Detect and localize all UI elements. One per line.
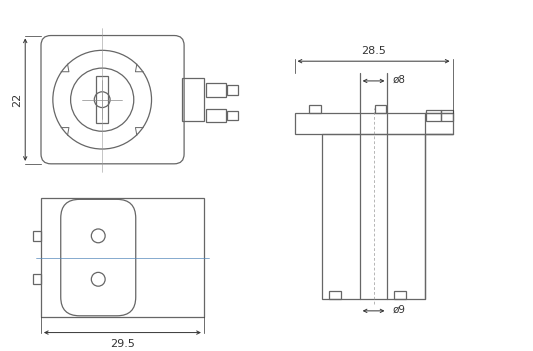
Bar: [322, 134, 425, 299]
Bar: [182, 78, 204, 121]
Bar: [33, 274, 41, 284]
Bar: [227, 85, 238, 95]
Bar: [394, 291, 406, 299]
Bar: [329, 291, 341, 299]
Text: ø8: ø8: [392, 75, 405, 85]
Bar: [441, 110, 453, 121]
Text: 28.5: 28.5: [361, 46, 386, 56]
Bar: [206, 83, 225, 97]
Bar: [426, 110, 441, 121]
Bar: [295, 113, 453, 134]
Bar: [375, 105, 386, 113]
Text: 29.5: 29.5: [110, 339, 135, 350]
Bar: [33, 231, 41, 241]
Bar: [227, 111, 238, 120]
Bar: [206, 108, 225, 122]
Bar: [41, 198, 204, 317]
Text: 22: 22: [12, 93, 22, 107]
Bar: [310, 105, 321, 113]
Bar: [96, 76, 108, 123]
Text: ø9: ø9: [392, 305, 405, 315]
